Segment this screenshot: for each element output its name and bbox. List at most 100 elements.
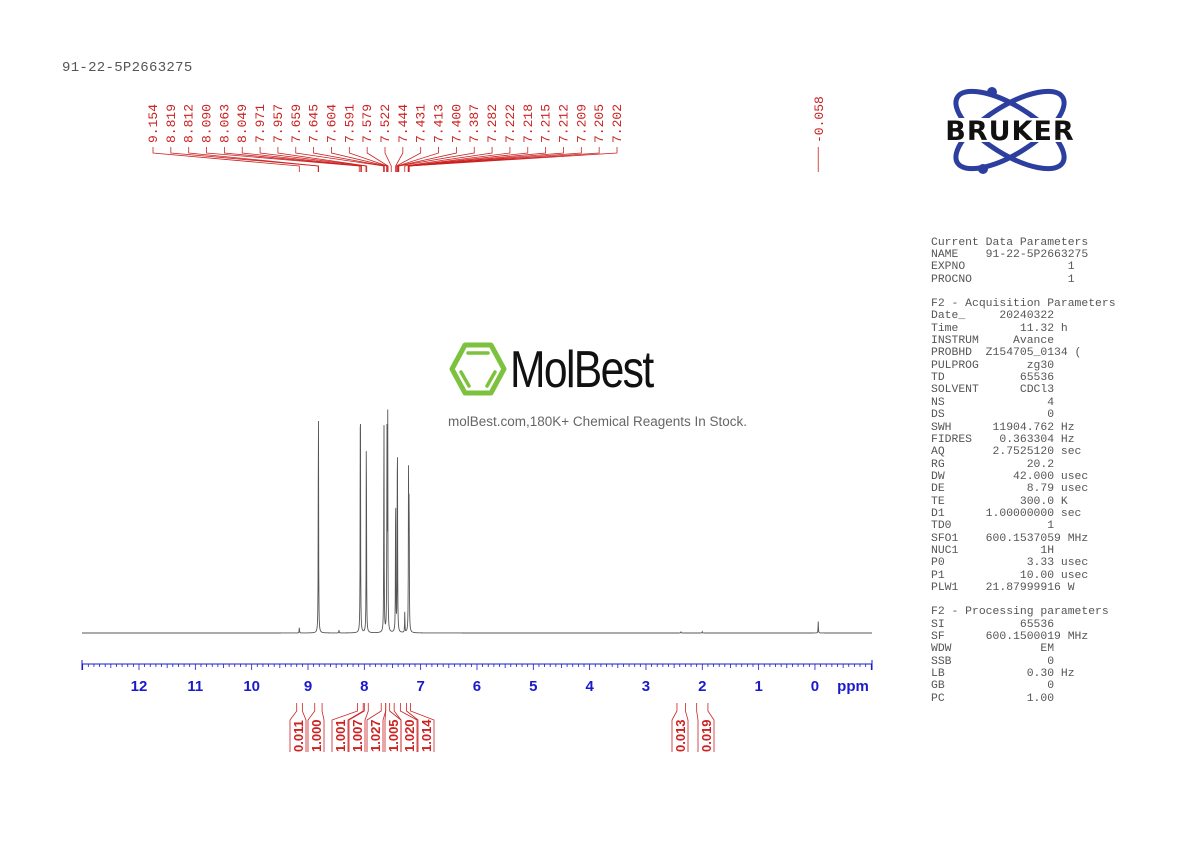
x-tick-label: 9 (304, 678, 312, 695)
integral-value: 0.019 (699, 719, 714, 752)
param-row-time: Time 11.32 h (931, 322, 1068, 335)
peak-label-leader (152, 147, 300, 172)
peak-label-leader (395, 147, 422, 172)
param-section-heading: Current Data Parameters (931, 236, 1089, 249)
peak-label: 8.049 (235, 104, 250, 143)
peak-label: 7.971 (253, 104, 268, 143)
integral-bracket (406, 703, 419, 752)
peak-label-leader (223, 147, 362, 172)
spectrum-trace (82, 409, 872, 634)
param-row-sfo1: SFO1 600.1537059 MHz (931, 532, 1089, 545)
molbest-tagline: molBest.com,180K+ Chemical Reagents In S… (448, 414, 748, 429)
integral-bracket (348, 703, 365, 752)
peak-label-leader (348, 147, 388, 172)
param-row-lb: LB 0.30 Hz (931, 668, 1075, 681)
peak-label: 7.579 (360, 104, 375, 143)
x-tick-label: 1 (754, 678, 762, 695)
x-tick-label: 5 (529, 678, 537, 695)
param-row-de: DE 8.79 usec (931, 483, 1089, 496)
molbest-wordmark: MolBest (510, 341, 654, 399)
peak-label: 7.591 (342, 104, 357, 143)
integral-value: 1.005 (386, 719, 401, 752)
peak-label-leader (277, 147, 368, 172)
sample-title: 91-22-5P2663275 (62, 60, 193, 76)
peak-label-leader (259, 147, 367, 172)
bruker-wordmark: BRUKER (945, 116, 1074, 147)
param-row-ssb: SSB 0 (931, 655, 1055, 668)
param-row-dw: DW 42.000 usec (931, 470, 1089, 483)
param-row-p0: P0 3.33 usec (931, 557, 1089, 570)
peak-label: 7.957 (271, 104, 286, 143)
peak-label: 7.444 (396, 104, 411, 143)
x-tick-label: 8 (360, 678, 368, 695)
peak-label: 8.063 (217, 104, 232, 143)
param-section-heading: F2 - Processing parameters (931, 606, 1109, 619)
peak-label: 7.400 (449, 104, 464, 143)
integral-value: 1.007 (350, 719, 365, 752)
peak-label-leader (206, 147, 360, 172)
peak-label-leader (395, 147, 404, 172)
param-row-te: TE 300.0 K (931, 495, 1068, 508)
param-row-expno: EXPNO 1 (931, 261, 1075, 274)
integral-value: 1.027 (368, 719, 383, 752)
peak-label-leader (241, 147, 362, 172)
param-row-ns: NS 4 (931, 396, 1055, 409)
peak-label: 8.812 (182, 104, 197, 143)
peak-label-leader (188, 147, 319, 172)
x-tick-label: 10 (243, 678, 260, 695)
param-row-si: SI 65536 (931, 618, 1055, 631)
integral-bracket (307, 703, 316, 752)
peak-label: 7.218 (521, 104, 536, 143)
peak-label-leader (313, 147, 385, 172)
integral-bracket (289, 703, 298, 752)
peak-label: 7.282 (485, 104, 500, 143)
param-row-name: NAME 91-22-5P2663275 (931, 249, 1089, 262)
integral-bracket (393, 703, 402, 752)
peak-label: 7.413 (432, 104, 447, 143)
x-tick-label: 0 (811, 678, 819, 695)
section-gap (931, 286, 1116, 298)
param-row-date: Date_ 20240322 (931, 310, 1055, 323)
integral-value: 1.000 (309, 719, 324, 752)
param-row-wdw: WDW EM (931, 643, 1055, 656)
param-row-probhd: PROBHD Z154705_0134 ( (931, 347, 1082, 360)
peak-label: 7.205 (592, 104, 607, 143)
integral-bracket (331, 703, 358, 752)
peak-label-leader (408, 147, 618, 172)
integral-value: 1.014 (419, 719, 434, 752)
integral-bracket (399, 703, 418, 752)
integral-bracket (410, 703, 435, 752)
integral-bracket (671, 703, 678, 752)
param-row-td: TD 65536 (931, 372, 1055, 385)
peak-label: 7.604 (324, 104, 339, 143)
param-row-aq: AQ 2.7525120 sec (931, 446, 1082, 459)
peak-label-leader (408, 147, 547, 172)
param-row-solvent: SOLVENT CDCl3 (931, 384, 1055, 397)
peak-label: 7.522 (378, 104, 393, 143)
x-tick-label: 7 (416, 678, 424, 695)
peak-label: 7.222 (503, 104, 518, 143)
molbest-logo (448, 342, 508, 401)
integral-value: 1.020 (402, 719, 417, 752)
x-tick-label: 3 (642, 678, 650, 695)
x-tick-label: 4 (585, 678, 594, 695)
peak-label: 7.645 (307, 104, 322, 143)
integral-bracket (384, 703, 387, 752)
integral-value: 0.013 (673, 719, 688, 752)
peak-label-leader (404, 147, 493, 172)
integral-value: 0.011 (291, 720, 306, 752)
x-tick-label: 12 (131, 678, 148, 695)
param-row-plw1: PLW1 21.87999916 W (931, 581, 1075, 594)
peak-label: 8.090 (200, 104, 215, 143)
param-row-td0: TD0 1 (931, 520, 1055, 533)
param-row-rg: RG 20.2 (931, 458, 1055, 471)
peak-label: 7.659 (289, 104, 304, 143)
param-row-pc: PC 1.00 (931, 692, 1055, 705)
section-gap (931, 594, 1116, 606)
param-row-fidres: FIDRES 0.363304 Hz (931, 433, 1075, 446)
param-row-ds: DS 0 (931, 409, 1055, 422)
peak-label: 7.215 (539, 104, 554, 143)
bruker-logo: BRUKER (922, 84, 1097, 181)
peak-label-leader (408, 147, 564, 172)
